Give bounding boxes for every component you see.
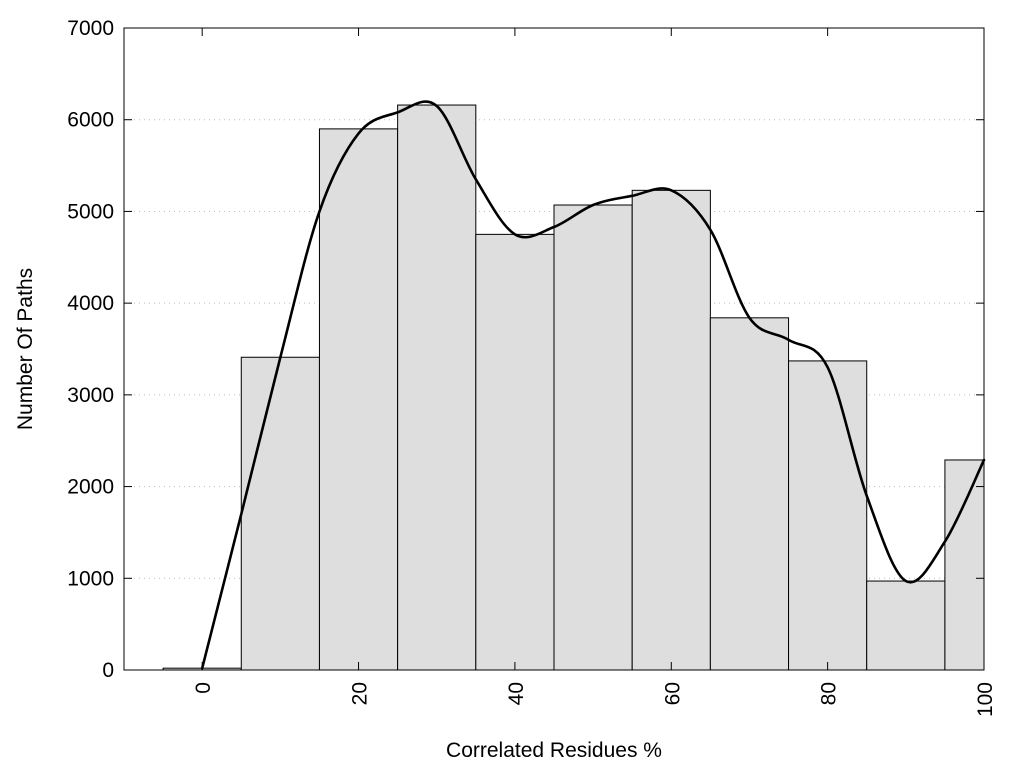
bar: [631, 189, 711, 671]
bar: [240, 356, 320, 671]
y-axis-title: Number Of Paths: [14, 268, 37, 430]
y-tick-label: 1000: [67, 567, 114, 590]
y-tick-label: 4000: [67, 292, 114, 315]
y-tick-label: 2000: [67, 476, 114, 499]
bar: [397, 104, 477, 671]
bar: [553, 204, 633, 671]
y-axis: 0 1000 2000 3000 4000 5000 6000 7000: [67, 17, 984, 682]
bar: [318, 128, 399, 671]
bar: [866, 580, 946, 671]
x-tick-label: 40: [505, 682, 528, 705]
x-tick-label: 60: [661, 682, 684, 705]
x-tick-label: 80: [818, 682, 841, 705]
bar: [475, 233, 555, 671]
bar: [709, 317, 790, 671]
x-tick-label: 0: [192, 682, 215, 694]
x-axis-title: Correlated Residues %: [446, 739, 662, 762]
bar: [944, 459, 985, 671]
y-tick-label: 3000: [67, 384, 114, 407]
y-tick-label: 5000: [67, 200, 114, 223]
y-tick-label: 0: [102, 659, 114, 682]
smooth-curve-line: [200, 100, 986, 670]
y-tick-label: 7000: [67, 17, 114, 40]
x-tick-label: 20: [349, 682, 372, 705]
smooth-curve: [200, 100, 986, 670]
bars: [162, 104, 985, 671]
y-tick-label: 6000: [67, 109, 114, 132]
x-tick-label: 100: [974, 682, 997, 717]
x-axis: 0 20 40 60 80 100: [192, 28, 997, 717]
bar: [788, 360, 868, 671]
plot-frame: [123, 27, 985, 671]
